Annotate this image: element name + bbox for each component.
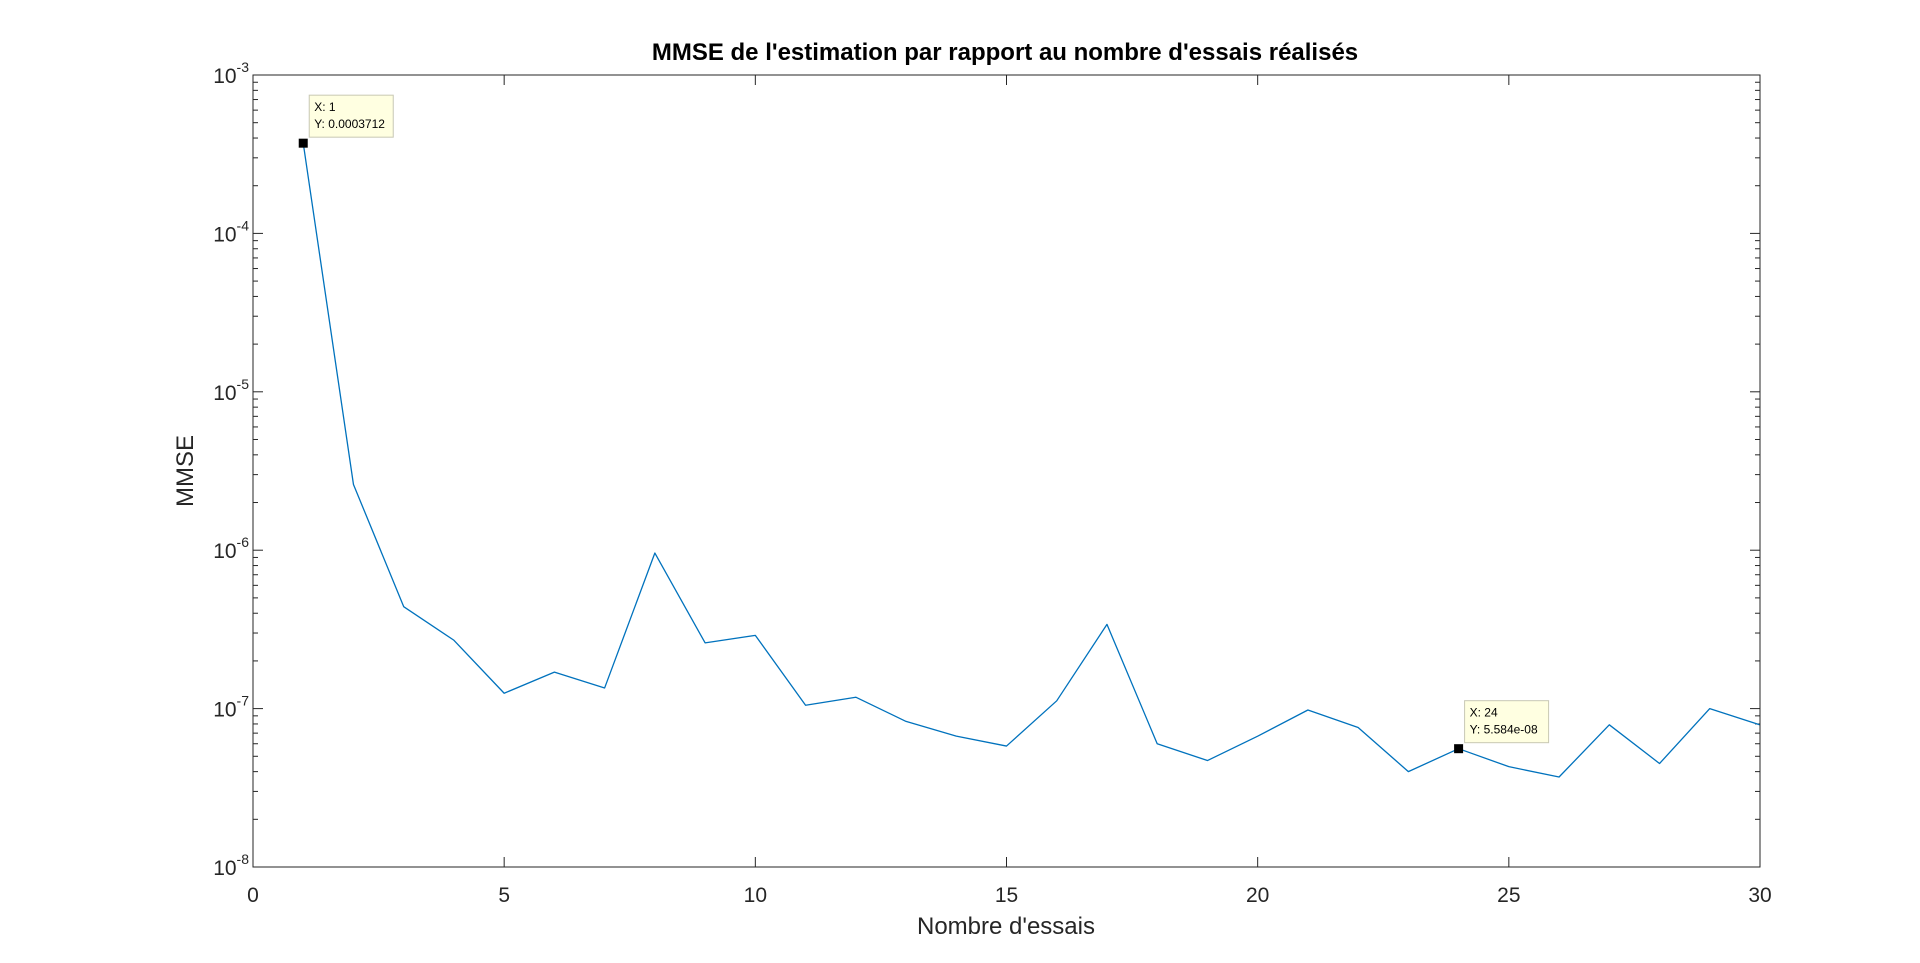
series-line-mmse[interactable] xyxy=(302,143,1761,778)
x-tick-label: 30 xyxy=(1748,884,1771,907)
axes-box xyxy=(252,74,1761,868)
plot-area[interactable] xyxy=(252,74,1761,868)
y-tick-label: 10-6 xyxy=(213,534,249,563)
datatip-y-text: Y: 0.0003712 xyxy=(314,117,385,131)
datatips: X: 1 Y: 0.0003712 X: 24 Y: 5.584e-08 xyxy=(308,94,1550,744)
x-tick-labels: 0 5 10 15 20 25 30 xyxy=(247,884,1772,907)
datatip-x-text: X: 24 xyxy=(1470,706,1498,720)
datatip-y-text: Y: 5.584e-08 xyxy=(1470,723,1538,737)
y-tick-label: 10-4 xyxy=(213,217,249,246)
y-tick-labels: 10-8 10-7 10-6 10-5 10-4 10-3 xyxy=(213,59,249,880)
y-tick-label: 10-3 xyxy=(213,59,249,88)
x-axis-label: Nombre d'essais xyxy=(917,913,1095,940)
y-tick-label: 10-8 xyxy=(213,851,249,880)
datatip-marker xyxy=(298,138,308,148)
x-tick-label: 0 xyxy=(247,884,259,907)
chart-title: MMSE de l'estimation par rapport au nomb… xyxy=(652,39,1358,66)
y-axis-label: MMSE xyxy=(172,435,199,507)
y-tick-label: 10-5 xyxy=(213,376,249,405)
datatip-box xyxy=(308,94,394,138)
x-tick-label: 25 xyxy=(1497,884,1520,907)
x-tick-label: 5 xyxy=(498,884,510,907)
tick-marks xyxy=(252,74,1761,868)
x-tick-label: 15 xyxy=(995,884,1018,907)
datatip-x-text: X: 1 xyxy=(314,100,336,114)
datatip-markers xyxy=(298,138,1464,754)
x-tick-label: 10 xyxy=(744,884,767,907)
x-tick-label: 20 xyxy=(1246,884,1269,907)
datatip-marker xyxy=(1454,744,1464,754)
y-tick-label: 10-7 xyxy=(213,693,249,722)
axes-background xyxy=(253,75,1760,867)
datatip-box xyxy=(1464,700,1550,744)
